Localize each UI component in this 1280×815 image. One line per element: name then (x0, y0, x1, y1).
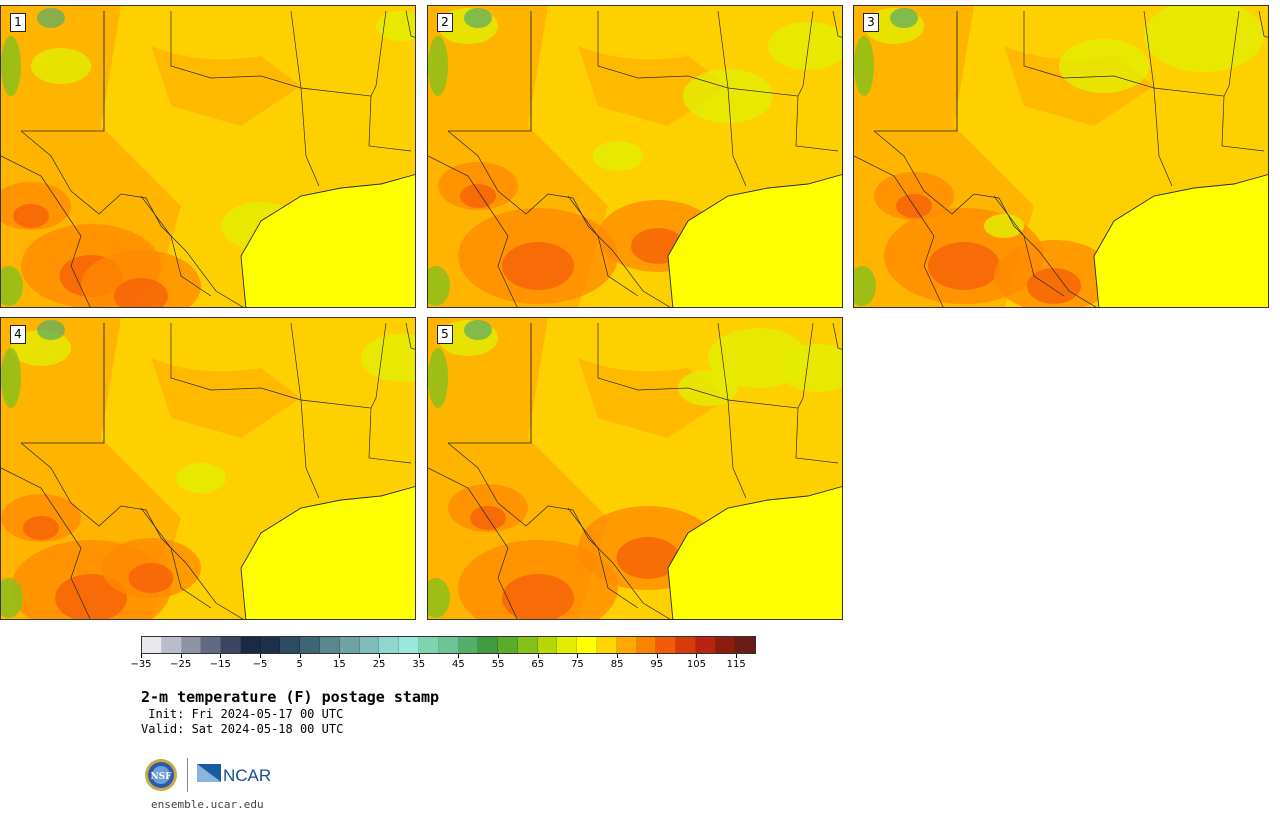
colorbar-swatch (577, 637, 597, 653)
colorbar-swatch (517, 637, 538, 653)
colorbar-tick (617, 654, 619, 658)
colorbar-swatch (695, 637, 716, 653)
colorbar-tick-label: 35 (412, 659, 426, 670)
colorbar-swatch (478, 637, 499, 653)
temperature-map (1, 318, 415, 619)
colorbar-swatch (636, 637, 657, 653)
colorbar-swatch (142, 637, 162, 653)
colorbar-tick (180, 654, 182, 658)
nsf-logo-icon: NSF (145, 759, 177, 791)
colorbar-tick-label: 55 (491, 659, 505, 670)
colorbar-swatch (735, 637, 756, 653)
colorbar-swatch (616, 637, 637, 653)
panel-number: 4 (10, 325, 26, 344)
colorbar-tick (141, 654, 142, 658)
colorbar-tick-label: 95 (650, 659, 664, 670)
colorbar-swatch (676, 637, 696, 653)
temperature-map (428, 318, 842, 619)
colorbar-swatch (715, 637, 736, 653)
colorbar-tick-label: 105 (686, 659, 707, 670)
colorbar-tick-label: 115 (726, 659, 746, 670)
colorbar-tick (299, 654, 301, 658)
colorbar-swatch (221, 637, 241, 653)
temperature-map (428, 6, 842, 307)
colorbar-tick-label: 45 (452, 659, 465, 670)
colorbar-swatch (399, 637, 419, 653)
temperature-map (854, 6, 1268, 307)
colorbar-swatch (596, 637, 617, 653)
colorbar-tick-label: −25 (170, 659, 192, 670)
colorbar-swatch (339, 637, 360, 653)
stamp-panel-5: 5 (427, 317, 843, 620)
colorbar-tick-label: 75 (571, 659, 584, 670)
colorbar-swatch (240, 637, 261, 653)
colorbar-swatch (537, 637, 558, 653)
valid-time: Valid: Sat 2024-05-18 00 UTC (141, 722, 344, 736)
chart-title: 2-m temperature (F) postage stamp (141, 688, 440, 706)
panel-number: 2 (437, 13, 453, 32)
stamp-panel-1: 1 (0, 5, 416, 308)
colorbar-tick (339, 654, 341, 658)
colorbar-swatch (280, 637, 301, 653)
logo-separator (187, 758, 188, 792)
colorbar-tick (220, 654, 222, 658)
colorbar-tick (260, 654, 262, 658)
colorbar-swatch (438, 637, 459, 653)
temperature-colorbar (141, 636, 756, 654)
colorbar-tick (418, 654, 420, 658)
panel-number: 5 (437, 325, 453, 344)
stamp-panel-3: 3 (853, 5, 1269, 308)
panel-number: 1 (10, 13, 26, 32)
colorbar-tick-label: −5 (252, 659, 268, 670)
ncar-logo-icon: NCAR (197, 764, 271, 785)
colorbar-swatch (201, 637, 222, 653)
colorbar-tick-label: −35 (130, 659, 152, 670)
ncar-logo-text: NCAR (223, 766, 271, 785)
colorbar-tick (498, 654, 500, 658)
colorbar-swatch (181, 637, 202, 653)
colorbar-swatch (656, 637, 677, 653)
colorbar-tick-label: 25 (372, 659, 386, 670)
colorbar-tick-label: 5 (296, 659, 303, 670)
colorbar-tick-label: 65 (531, 659, 545, 670)
colorbar-tick (458, 654, 460, 658)
colorbar-swatch (260, 637, 281, 653)
colorbar-swatch (300, 637, 321, 653)
colorbar-tick-label: −15 (209, 659, 231, 670)
logos: NSF NCAR (144, 758, 274, 794)
colorbar-tick (379, 654, 381, 658)
colorbar-tick (577, 654, 579, 658)
colorbar-tick (656, 654, 658, 658)
colorbar-swatch (379, 637, 400, 653)
colorbar-swatch (359, 637, 380, 653)
panel-number: 3 (863, 13, 879, 32)
colorbar-tick (736, 654, 738, 658)
site-url: ensemble.ucar.edu (151, 798, 264, 811)
colorbar-swatch (458, 637, 479, 653)
colorbar-tick-label: 15 (333, 659, 346, 670)
colorbar-swatch (498, 637, 518, 653)
stamp-panel-4: 4 (0, 317, 416, 620)
temperature-map (1, 6, 415, 307)
nsf-logo-text: NSF (150, 772, 172, 782)
colorbar-tick (696, 654, 698, 658)
colorbar-swatch (557, 637, 578, 653)
colorbar-swatch (418, 637, 439, 653)
colorbar-tick (537, 654, 539, 658)
colorbar-swatch (161, 637, 182, 653)
colorbar-tick-label: 85 (610, 659, 624, 670)
init-time: Init: Fri 2024-05-17 00 UTC (141, 707, 344, 721)
stamp-panel-2: 2 (427, 5, 843, 308)
colorbar-ticks: −35 −25 −15 −5 5 15 25 35 45 55 65 75 85 95 105 115 (130, 654, 756, 674)
colorbar-swatch (320, 637, 340, 653)
